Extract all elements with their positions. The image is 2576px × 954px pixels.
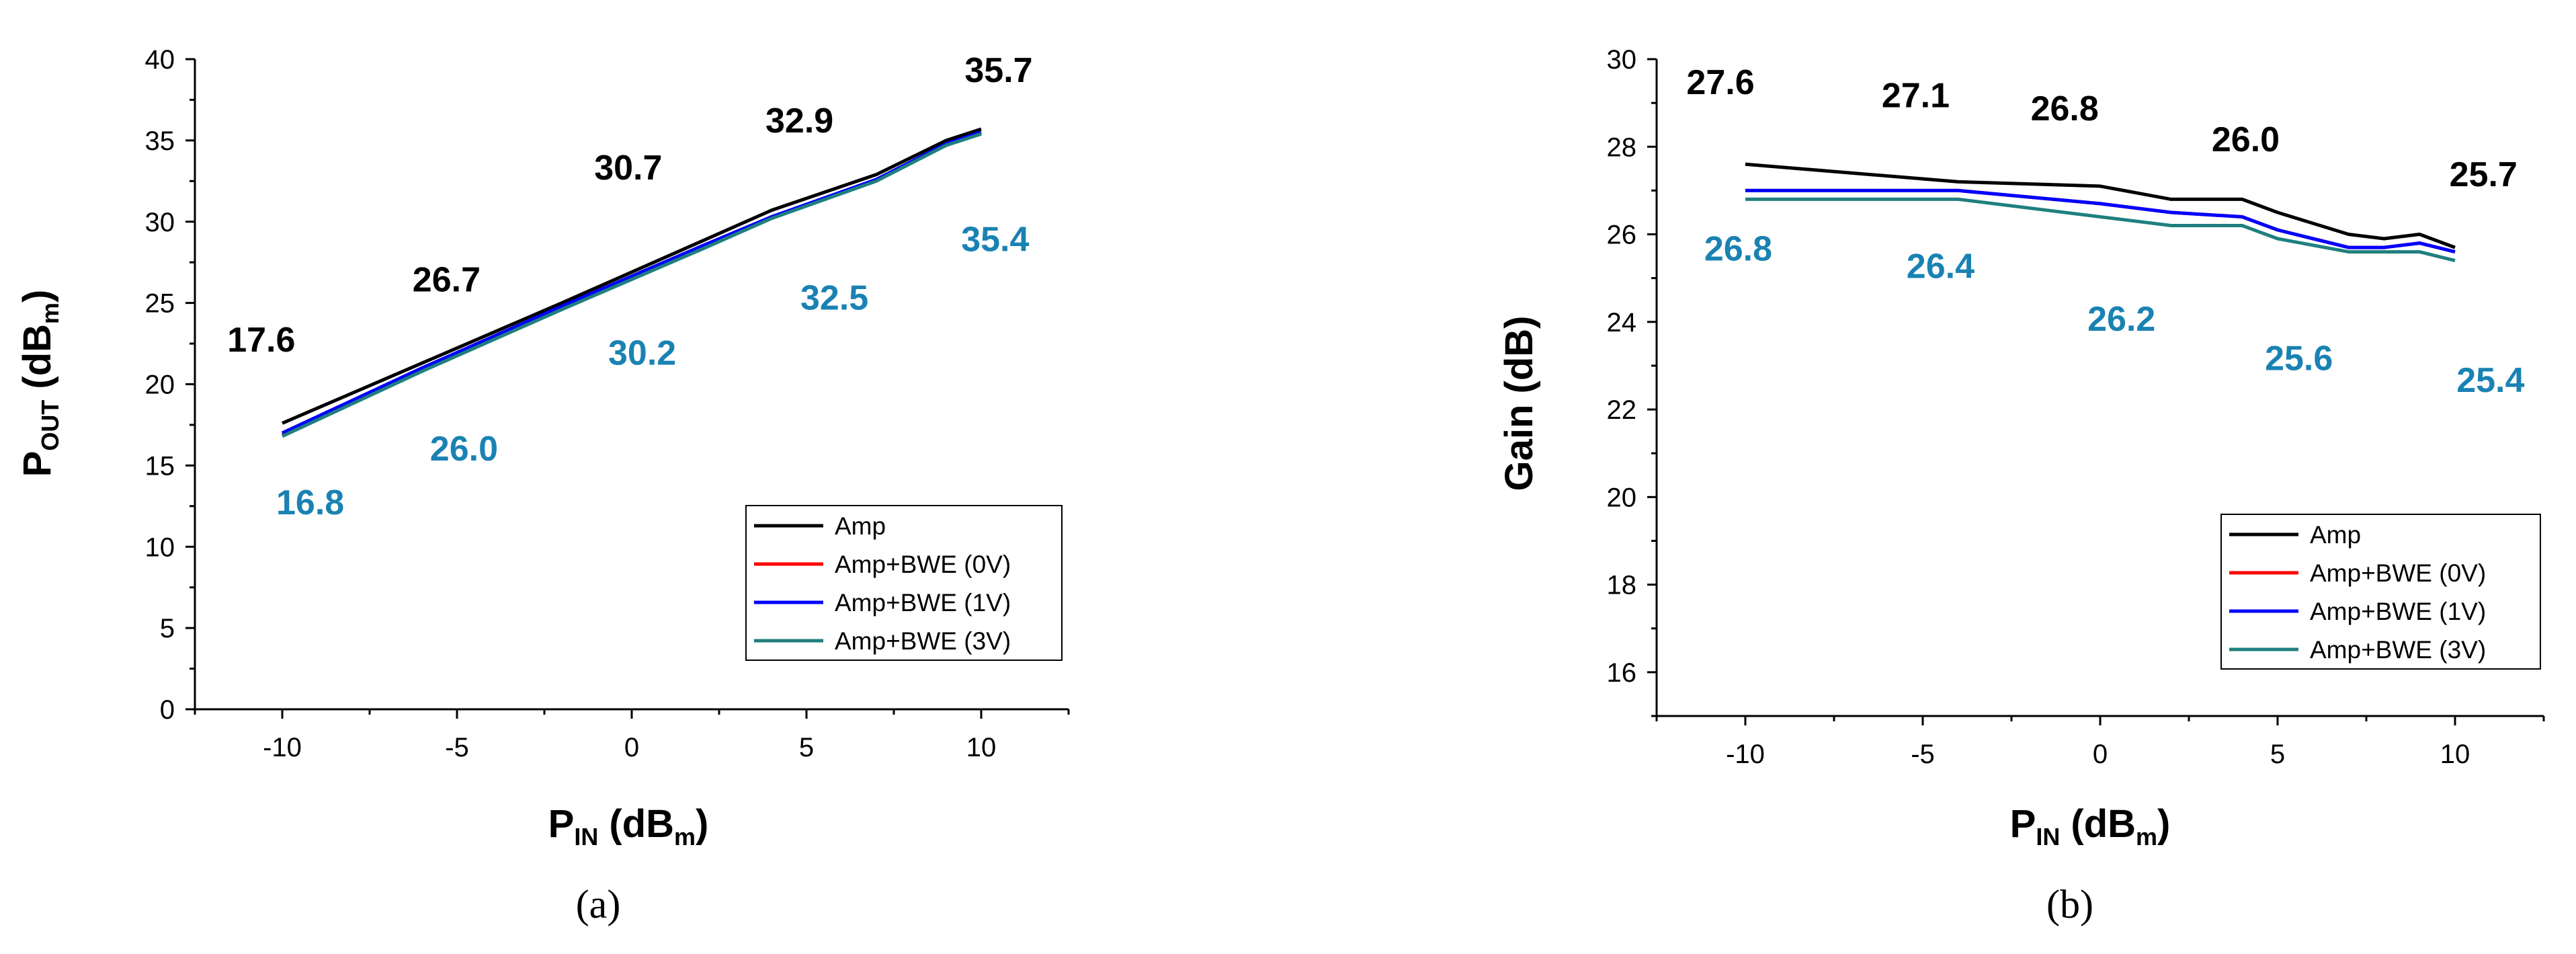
data-label: 30.2 — [608, 333, 676, 372]
data-label: 16.8 — [276, 483, 344, 522]
legend-box — [745, 505, 1063, 661]
panel-caption: (a) — [576, 882, 621, 926]
data-label: 27.1 — [1882, 77, 1950, 116]
y-tick-label: 5 — [160, 614, 175, 643]
x-tick-label: 0 — [624, 733, 639, 762]
y-tick-label: 30 — [145, 208, 175, 237]
data-label: 27.6 — [1686, 63, 1754, 102]
x-tick-label: 5 — [2270, 740, 2285, 769]
y-tick-label: 25 — [145, 289, 175, 319]
data-label: 35.7 — [964, 51, 1032, 90]
y-tick-label: 40 — [145, 45, 175, 75]
y-tick-label: 28 — [1607, 132, 1637, 162]
y-tick-label: 16 — [1607, 658, 1637, 688]
x-axis-label: PIN (dBm) — [548, 802, 709, 850]
x-axis-label: PIN (dBm) — [2010, 802, 2171, 850]
x-tick-label: 10 — [2440, 740, 2470, 769]
series-line-amp-bwe-3v — [1745, 197, 2456, 263]
legend-entry: Amp+BWE (1V) — [2310, 598, 2486, 625]
series-line-amp — [282, 127, 982, 425]
chart-panel-a: -10 -5 0 5 10 0 5 10 15 20 25 30 35 40 17.6 26.7 30.7 32.… — [15, 45, 1070, 926]
x-tick-label: 10 — [966, 733, 997, 762]
series-line-amp-bwe-1v — [1745, 188, 2456, 254]
legend-box — [2220, 514, 2541, 670]
data-label: 26.0 — [2212, 120, 2280, 159]
data-label: 26.7 — [413, 261, 481, 300]
series-line-amp-bwe-3v — [281, 132, 982, 438]
data-label: 30.7 — [594, 149, 662, 188]
data-label: 26.8 — [1704, 230, 1772, 269]
data-label: 25.4 — [2456, 361, 2524, 400]
data-label: 26.4 — [1907, 247, 1975, 286]
panel-caption: (b) — [2046, 882, 2093, 926]
data-label: 35.4 — [961, 220, 1029, 259]
y-tick-label: 10 — [145, 532, 175, 562]
y-axis-label: POUT (dBm) — [15, 290, 64, 477]
legend-entry: Amp+BWE (3V) — [835, 627, 1011, 655]
legend-entry: Amp — [2310, 521, 2361, 549]
y-tick-label: 22 — [1607, 395, 1637, 425]
series-line-amp — [1745, 162, 2456, 249]
data-label: 25.6 — [2265, 339, 2333, 378]
data-label: 26.2 — [2087, 300, 2155, 339]
data-label: 25.7 — [2450, 155, 2518, 194]
x-tick-label: -5 — [1911, 740, 1935, 769]
legend-entry: Amp+BWE (0V) — [2310, 559, 2486, 587]
legend-entry: Amp+BWE (0V) — [835, 551, 1011, 578]
data-label: 32.9 — [765, 102, 833, 141]
y-tick-label: 24 — [1607, 308, 1637, 337]
y-tick-label: 20 — [145, 370, 175, 400]
legend-entry: Amp+BWE (1V) — [835, 589, 1011, 617]
y-axis-label: Gain (dB) — [1497, 316, 1541, 491]
x-tick-label: 0 — [2093, 740, 2108, 769]
y-tick-label: 0 — [160, 695, 175, 725]
y-tick-label: 18 — [1607, 571, 1637, 600]
data-label: 26.0 — [430, 430, 498, 469]
x-tick-label: -10 — [1726, 740, 1765, 769]
y-tick-label: 30 — [1607, 45, 1637, 75]
data-label: 32.5 — [800, 278, 868, 317]
legend-entry: Amp — [835, 512, 886, 540]
data-label: 17.6 — [227, 321, 295, 360]
legend-entry: Amp+BWE (3V) — [2310, 636, 2486, 664]
y-tick-label: 15 — [145, 451, 175, 481]
y-tick-label: 35 — [145, 126, 175, 156]
x-tick-label: 5 — [799, 733, 814, 762]
x-tick-label: -5 — [445, 733, 469, 762]
x-tick-label: -10 — [263, 733, 302, 762]
data-label: 26.8 — [2031, 89, 2099, 128]
y-tick-label: 26 — [1607, 221, 1637, 250]
chart-panel-b: -10 -5 0 5 10 16 18 20 22 24 26 28 30 27.6 27.1 26.8 26.… — [1497, 45, 2545, 926]
y-tick-label: 20 — [1607, 483, 1637, 512]
